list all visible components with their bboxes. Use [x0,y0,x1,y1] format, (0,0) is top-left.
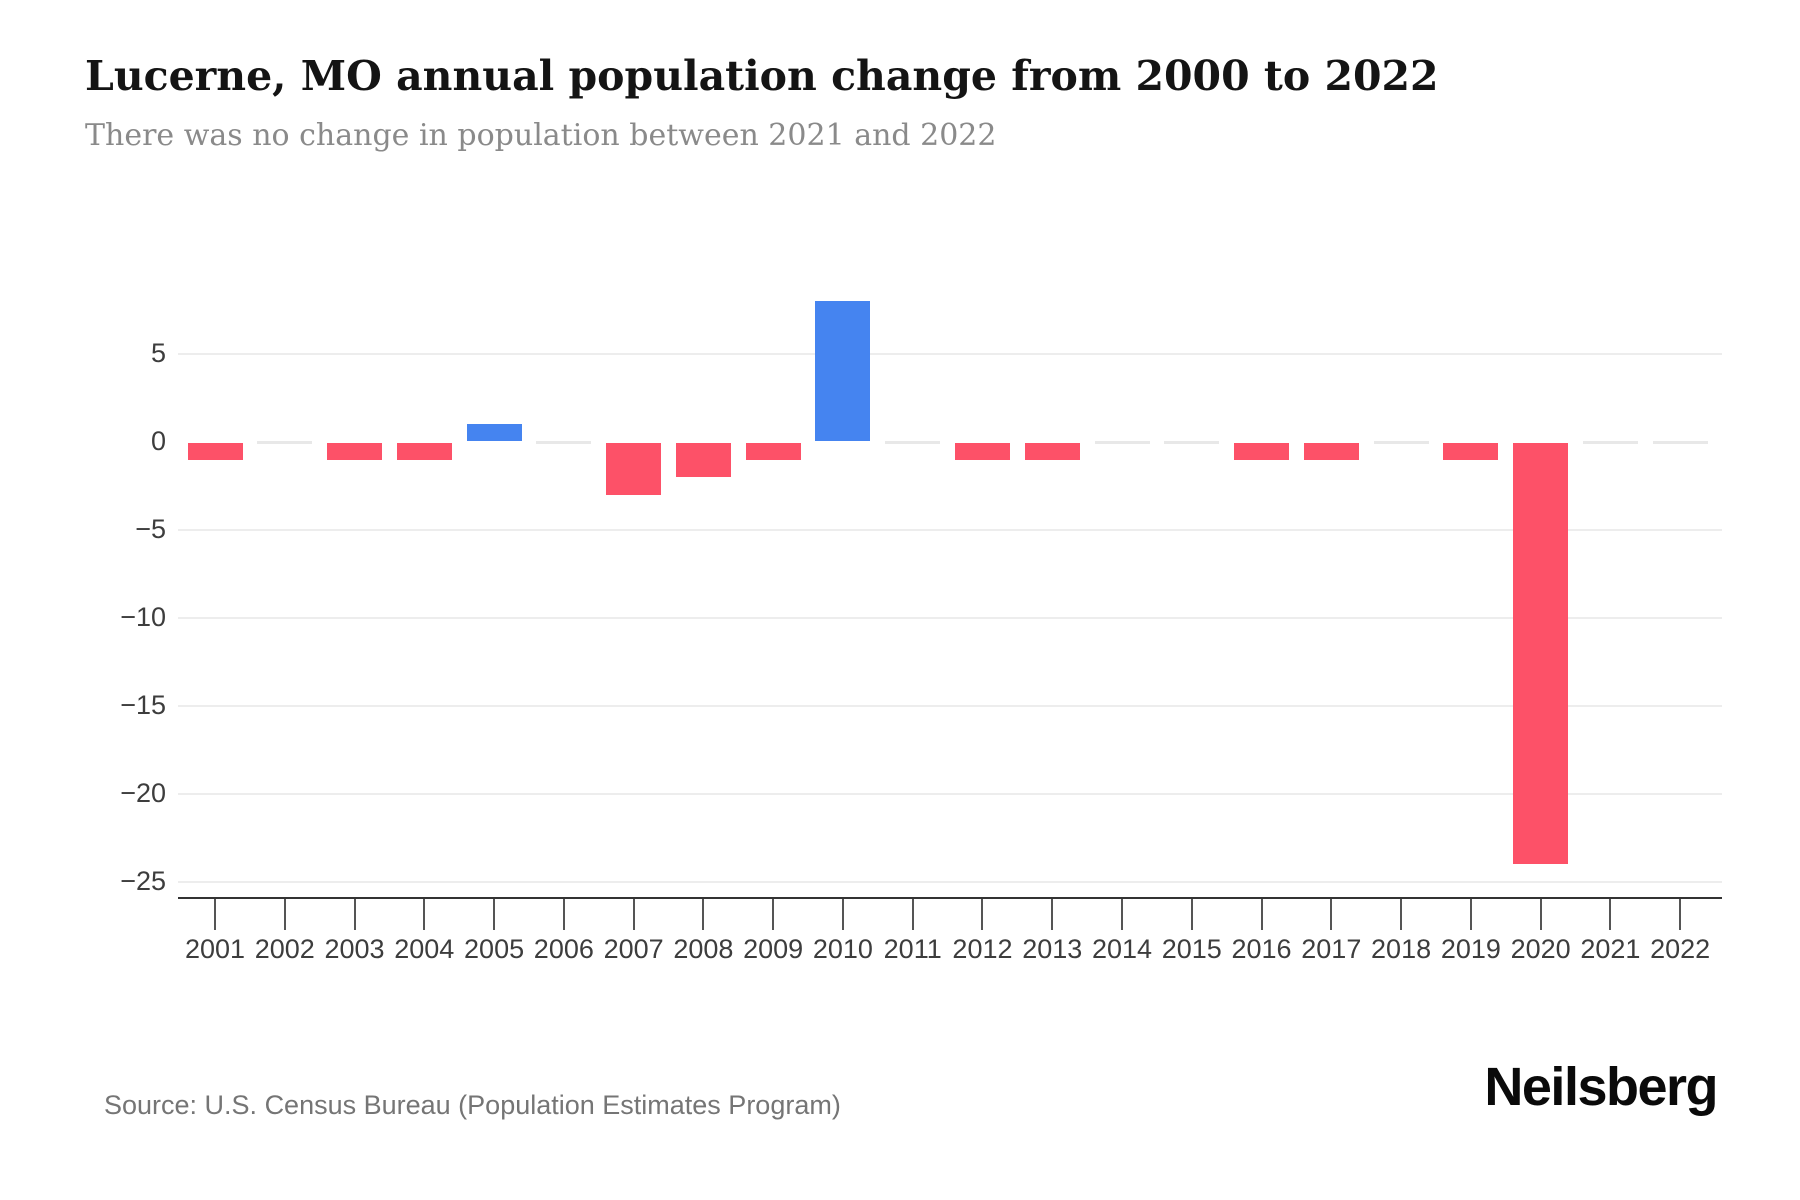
y-axis-tick-label: −20 [120,778,166,808]
bar-2008[interactable] [675,443,731,478]
x-axis-tick [911,899,914,930]
x-axis-tick [632,899,635,930]
bar-2013[interactable] [1024,443,1080,460]
bar-2020[interactable] [1513,443,1569,865]
x-axis-tick-label: 2012 [952,934,1013,964]
bar-2002[interactable] [257,441,313,444]
x-axis-tick-label: 2021 [1580,934,1641,964]
x-axis-tick [1679,899,1682,930]
chart-title: Lucerne, MO annual population change fro… [85,52,1439,100]
bar-2004[interactable] [396,443,452,460]
brand-logo: Neilsberg [1484,1057,1718,1117]
bar-2018[interactable] [1373,441,1429,444]
bar-2010[interactable] [815,301,871,441]
x-axis-tick-label: 2009 [743,934,804,964]
x-axis-tick [493,899,496,930]
x-axis-tick-label: 2005 [464,934,525,964]
x-axis-tick [841,899,844,930]
bar-2015[interactable] [1164,441,1220,444]
x-axis-tick-label: 2013 [1022,934,1083,964]
x-axis-tick [1121,899,1123,930]
x-axis-tick [1330,899,1333,930]
gridline [178,529,1722,531]
x-axis-tick [1190,899,1193,930]
x-axis-tick-label: 2015 [1161,934,1222,964]
x-axis-tick-label: 2002 [254,934,315,964]
gridline [178,705,1722,707]
x-axis-tick-label: 2018 [1371,934,1432,964]
y-axis-tick-label: 0 [150,426,166,456]
bar-2016[interactable] [1234,443,1290,460]
x-axis-tick-label: 2003 [324,934,385,964]
x-axis-tick [1400,899,1403,930]
x-axis-tick-label: 2010 [812,934,873,964]
gridline [178,793,1722,795]
x-axis-tick [353,899,356,930]
bar-2022[interactable] [1652,441,1708,444]
x-axis-tick [772,899,775,930]
bar-2021[interactable] [1582,441,1638,444]
x-axis-tick-label: 2020 [1510,934,1571,964]
x-axis-tick [1609,899,1612,930]
bar-2014[interactable] [1094,441,1150,444]
x-axis-tick-label: 2014 [1091,934,1153,964]
source-text: Source: U.S. Census Bureau (Population E… [104,1090,841,1120]
bar-2005[interactable] [466,424,522,441]
x-axis-tick-label: 2011 [883,934,942,964]
y-axis-tick-label: −25 [120,866,166,896]
y-axis-tick-label: −10 [120,602,166,632]
x-axis-tick-label: 2016 [1231,934,1292,964]
x-axis-tick-label: 2006 [533,934,594,964]
x-axis-line [178,897,1722,899]
x-axis-tick [1469,899,1472,930]
bar-2009[interactable] [745,443,801,460]
bar-2012[interactable] [954,443,1010,460]
bar-2017[interactable] [1303,443,1359,460]
bar-2006[interactable] [536,441,592,444]
bar-2007[interactable] [606,443,662,495]
y-axis-tick-label: 5 [150,338,166,368]
x-axis-tick [1260,899,1263,930]
gridline [178,617,1722,619]
x-axis-tick-label: 2004 [394,934,455,964]
y-axis-tick-label: −5 [135,514,166,544]
x-axis-tick-label: 2007 [603,934,664,964]
x-axis-tick-label: 2022 [1650,934,1711,964]
chart-subtitle: There was no change in population betwee… [85,118,997,153]
x-axis-tick [562,899,565,930]
x-axis-tick-label: 2019 [1440,934,1501,964]
y-axis-tick-label: −15 [120,690,166,720]
x-axis-tick [283,899,286,930]
x-axis-tick [214,899,216,930]
gridline [178,881,1722,883]
bar-2011[interactable] [885,441,941,444]
x-axis-tick-label: 2017 [1301,934,1362,964]
x-axis-tick [1051,899,1054,930]
gridline [178,353,1722,355]
bar-2019[interactable] [1443,443,1499,460]
bar-2003[interactable] [327,443,383,460]
x-axis-tick [702,899,705,930]
bar-2001[interactable] [187,443,243,460]
x-axis-tick [423,899,426,930]
x-axis-tick [1539,899,1542,930]
x-axis-tick-label: 2008 [673,934,734,964]
x-axis-tick-label: 2001 [184,934,246,964]
x-axis-tick [981,899,984,930]
